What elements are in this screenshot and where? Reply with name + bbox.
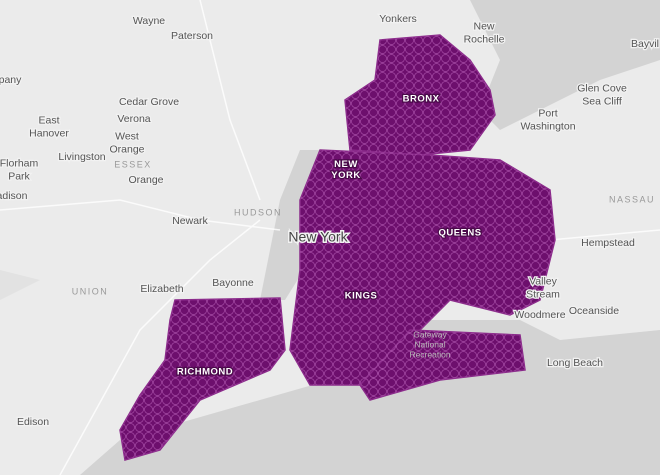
park-label: National xyxy=(414,339,445,349)
place-label: Sea Cliff xyxy=(582,95,622,107)
park-label: Recreation xyxy=(409,349,450,359)
borough-label: YORK xyxy=(331,170,360,181)
borough-label: BRONX xyxy=(403,94,440,105)
place-label: Bayonne xyxy=(212,277,254,289)
place-label: Washington xyxy=(520,120,575,132)
borough-label: QUEENS xyxy=(438,228,481,239)
place-label: Woodmere xyxy=(514,309,565,321)
place-label: West xyxy=(115,130,139,142)
place-label: Park xyxy=(8,170,30,182)
city-label: New York xyxy=(288,229,348,245)
borough-label: KINGS xyxy=(345,291,378,302)
place-label: East xyxy=(38,114,59,126)
place-label: Hanover xyxy=(29,127,69,139)
place-label: Edison xyxy=(17,416,49,428)
place-label: Yonkers xyxy=(379,13,417,25)
place-label: Orange xyxy=(128,174,163,186)
place-label: New xyxy=(473,20,494,32)
county-label: ESSEX xyxy=(114,159,152,169)
place-label: pany xyxy=(0,74,22,86)
place-label: Glen Cove xyxy=(577,82,627,94)
place-label: Oceanside xyxy=(569,305,619,317)
park-label: Gateway xyxy=(413,329,447,339)
place-label: Livingston xyxy=(58,151,105,163)
place-label: Newark xyxy=(172,215,208,227)
place-label: Valley xyxy=(529,275,558,287)
coverage-texture xyxy=(120,35,555,460)
place-label: Wayne xyxy=(133,15,165,27)
place-label: Long Beach xyxy=(547,357,603,369)
place-label: Florham xyxy=(0,157,39,169)
place-label: Port xyxy=(538,107,557,119)
place-label: Paterson xyxy=(171,30,213,42)
place-label: Elizabeth xyxy=(140,283,183,295)
borough-label: NEW xyxy=(334,159,358,170)
county-label: HUDSON xyxy=(234,207,282,217)
place-label: adison xyxy=(0,190,28,202)
place-label: Rochelle xyxy=(464,33,505,45)
place-label: Bayvil xyxy=(631,38,659,50)
county-label: UNION xyxy=(72,286,109,296)
county-label: NASSAU xyxy=(609,194,655,204)
borough-label: RICHMOND xyxy=(177,367,233,378)
place-label: Cedar Grove xyxy=(119,96,179,108)
place-label: Verona xyxy=(117,113,150,125)
place-label: Stream xyxy=(526,288,560,300)
place-label: Orange xyxy=(109,143,144,155)
place-label: Hempstead xyxy=(581,237,635,249)
